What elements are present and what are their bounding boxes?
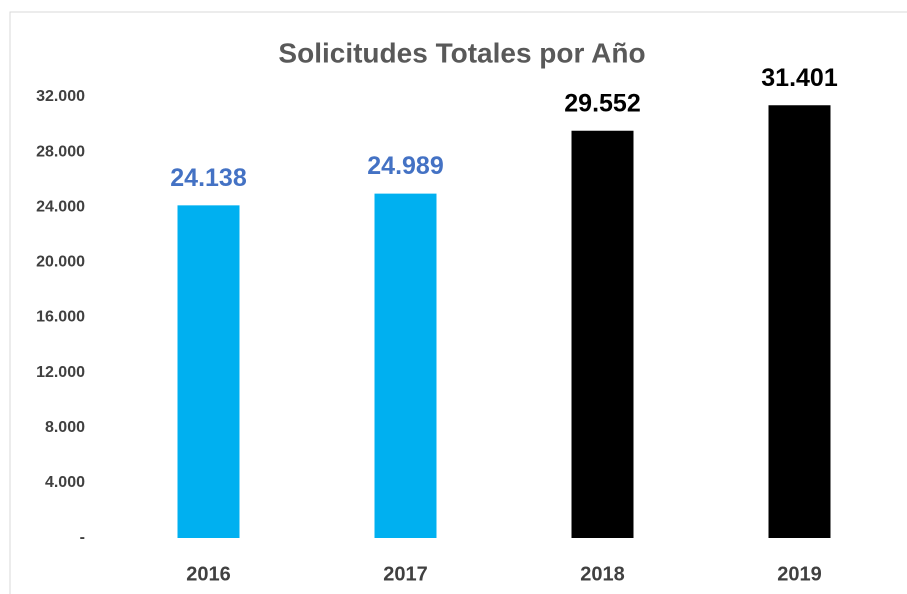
chart-title: Solicitudes Totales por Año [278, 37, 645, 68]
bar [571, 130, 634, 538]
bar [374, 193, 437, 538]
chart-frame [9, 11, 907, 594]
x-tick-label: 2019 [777, 563, 822, 585]
y-tick-label: 16.000 [36, 309, 85, 326]
y-tick-label: 28.000 [36, 143, 85, 160]
data-label: 24.138 [170, 164, 247, 192]
y-tick-label: 8.000 [45, 419, 85, 436]
y-tick-label: 20.000 [36, 254, 85, 271]
y-tick-label: 4.000 [45, 474, 85, 491]
x-tick-label: 2017 [383, 563, 428, 585]
x-tick-label: 2018 [580, 563, 625, 585]
x-tick-label: 2016 [186, 563, 231, 585]
y-tick-label: 24.000 [36, 198, 85, 215]
data-label: 31.401 [761, 64, 838, 92]
y-tick-label: - [80, 529, 85, 546]
data-label: 29.552 [564, 89, 640, 117]
data-label: 24.989 [367, 152, 443, 180]
bar [768, 105, 831, 538]
bar [177, 205, 240, 538]
y-tick-label: 12.000 [36, 364, 85, 381]
y-tick-label: 32.000 [36, 88, 85, 105]
